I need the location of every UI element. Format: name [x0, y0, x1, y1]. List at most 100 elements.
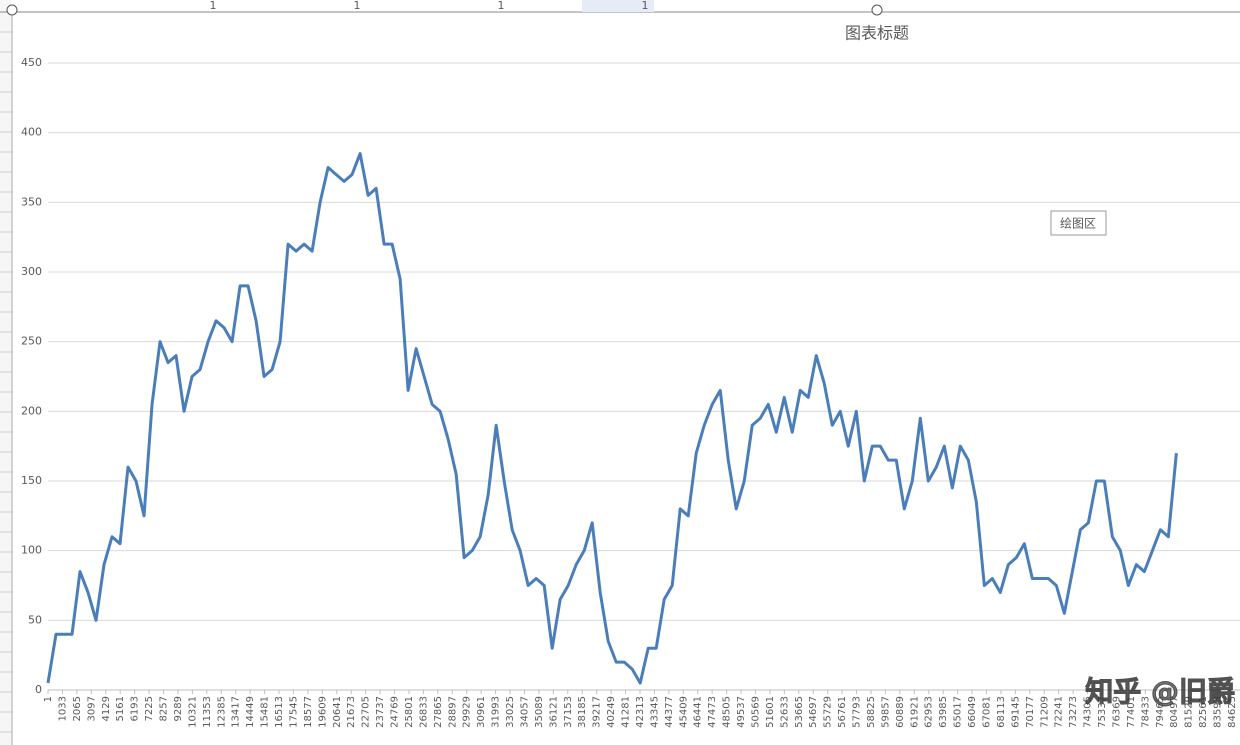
x-tick-label: 35089 — [534, 696, 545, 728]
x-tick-label: 21673 — [346, 696, 357, 728]
y-tick-label: 250 — [21, 335, 42, 348]
x-tick-label: 53665 — [794, 696, 805, 728]
x-tick-label: 70177 — [1025, 696, 1036, 728]
x-tick-label: 1 — [43, 696, 54, 702]
x-tick-label: 25801 — [404, 696, 415, 728]
x-tick-label: 44377 — [664, 696, 675, 728]
y-tick-label: 200 — [21, 404, 42, 417]
watermark: 知乎 @旧爵 — [1085, 675, 1235, 708]
x-tick-label: 74305 — [1083, 696, 1094, 728]
x-tick-label: 63985 — [938, 696, 949, 728]
x-tick-label: 4129 — [101, 696, 112, 721]
x-tick-label: 9289 — [173, 696, 184, 721]
x-tick-label: 8257 — [159, 696, 170, 721]
x-tick-label: 27865 — [433, 696, 444, 728]
x-tick-label: 26833 — [418, 696, 429, 728]
x-tick-label: 2065 — [72, 696, 83, 721]
x-tick-label: 66049 — [967, 696, 978, 728]
x-tick-label: 38185 — [577, 696, 588, 728]
x-tick-label: 77401 — [1126, 696, 1137, 728]
x-tick-label: 57793 — [852, 696, 863, 728]
cell-value: 1 — [210, 0, 217, 12]
x-tick-label: 68113 — [996, 696, 1007, 728]
x-tick-label: 39217 — [592, 696, 603, 728]
x-tick-label: 34057 — [519, 696, 530, 728]
cell-value: 1 — [642, 0, 649, 12]
chart-title: 图表标题 — [845, 24, 909, 43]
x-tick-label: 19609 — [317, 696, 328, 728]
x-tick-label: 5161 — [115, 696, 126, 721]
resize-handle[interactable] — [871, 4, 883, 16]
x-tick-label: 14449 — [245, 696, 256, 728]
resize-handle[interactable] — [6, 4, 18, 16]
x-tick-label: 55729 — [823, 696, 834, 728]
x-tick-label: 7225 — [144, 696, 155, 721]
x-tick-label: 80497 — [1169, 696, 1180, 728]
y-tick-label: 400 — [21, 126, 42, 139]
x-tick-label: 23737 — [375, 696, 386, 728]
x-tick-label: 41281 — [621, 696, 632, 728]
x-tick-label: 22705 — [361, 696, 372, 728]
x-tick-label: 49537 — [736, 696, 747, 728]
cell-value: 1 — [354, 0, 361, 12]
x-tick-label: 67081 — [982, 696, 993, 728]
x-tick-label: 75337 — [1097, 696, 1108, 728]
selected-cell — [582, 0, 654, 12]
x-tick-label: 78433 — [1140, 696, 1151, 728]
y-tick-label: 50 — [28, 613, 42, 626]
x-tick-label: 47473 — [707, 696, 718, 728]
x-tick-label: 36121 — [548, 696, 559, 728]
x-tick-label: 76369 — [1111, 696, 1122, 728]
x-tick-label: 82561 — [1198, 696, 1209, 728]
x-tick-label: 1033 — [57, 696, 68, 721]
x-tick-label: 12385 — [216, 696, 227, 728]
tooltip-box — [1050, 210, 1107, 236]
x-tick-label: 29929 — [462, 696, 473, 728]
x-tick-label: 52633 — [779, 696, 790, 728]
y-tick-label: 150 — [21, 474, 42, 487]
tooltip: 绘图区 — [1060, 216, 1096, 231]
x-tick-label: 58825 — [866, 696, 877, 728]
x-tick-label: 6193 — [130, 696, 141, 721]
y-tick-label: 0 — [35, 683, 42, 696]
x-tick-label: 45409 — [678, 696, 689, 728]
x-tick-label: 69145 — [1010, 696, 1021, 728]
x-tick-label: 60889 — [895, 696, 906, 728]
x-tick-label: 10321 — [187, 696, 198, 728]
x-tick-label: 62953 — [924, 696, 935, 728]
x-tick-label: 15481 — [260, 696, 271, 728]
x-tick-label: 79465 — [1155, 696, 1166, 728]
y-tick-label: 300 — [21, 265, 42, 278]
x-tick-label: 83593 — [1213, 696, 1224, 728]
x-tick-label: 51601 — [765, 696, 776, 728]
x-tick-label: 3097 — [86, 696, 97, 721]
x-tick-label: 81529 — [1184, 696, 1195, 728]
x-tick-label: 18577 — [303, 696, 314, 728]
x-tick-label: 73273 — [1068, 696, 1079, 728]
x-tick-label: 56761 — [837, 696, 848, 728]
x-tick-label: 33025 — [505, 696, 516, 728]
x-tick-label: 42313 — [635, 696, 646, 728]
x-tick-label: 24769 — [390, 696, 401, 728]
x-tick-label: 37153 — [563, 696, 574, 728]
cell-value: 1 — [498, 0, 505, 12]
x-tick-label: 61921 — [909, 696, 920, 728]
x-tick-label: 50569 — [750, 696, 761, 728]
x-tick-label: 71209 — [1039, 696, 1050, 728]
x-tick-label: 72241 — [1054, 696, 1065, 728]
x-tick-label: 84625 — [1227, 696, 1238, 728]
x-tick-label: 28897 — [447, 696, 458, 728]
row-lines — [0, 11, 12, 733]
data-line — [46, 152, 1178, 685]
x-tick-label: 54697 — [808, 696, 819, 728]
x-tick-label: 31993 — [491, 696, 502, 728]
x-tick-label: 59857 — [880, 696, 891, 728]
x-tick-label: 16513 — [274, 696, 285, 728]
x-tick-label: 65017 — [953, 696, 964, 728]
y-tick-label: 350 — [21, 195, 42, 208]
y-tick-label: 450 — [21, 56, 42, 69]
x-tick-label: 48505 — [722, 696, 733, 728]
x-tick-label: 11353 — [202, 696, 213, 728]
